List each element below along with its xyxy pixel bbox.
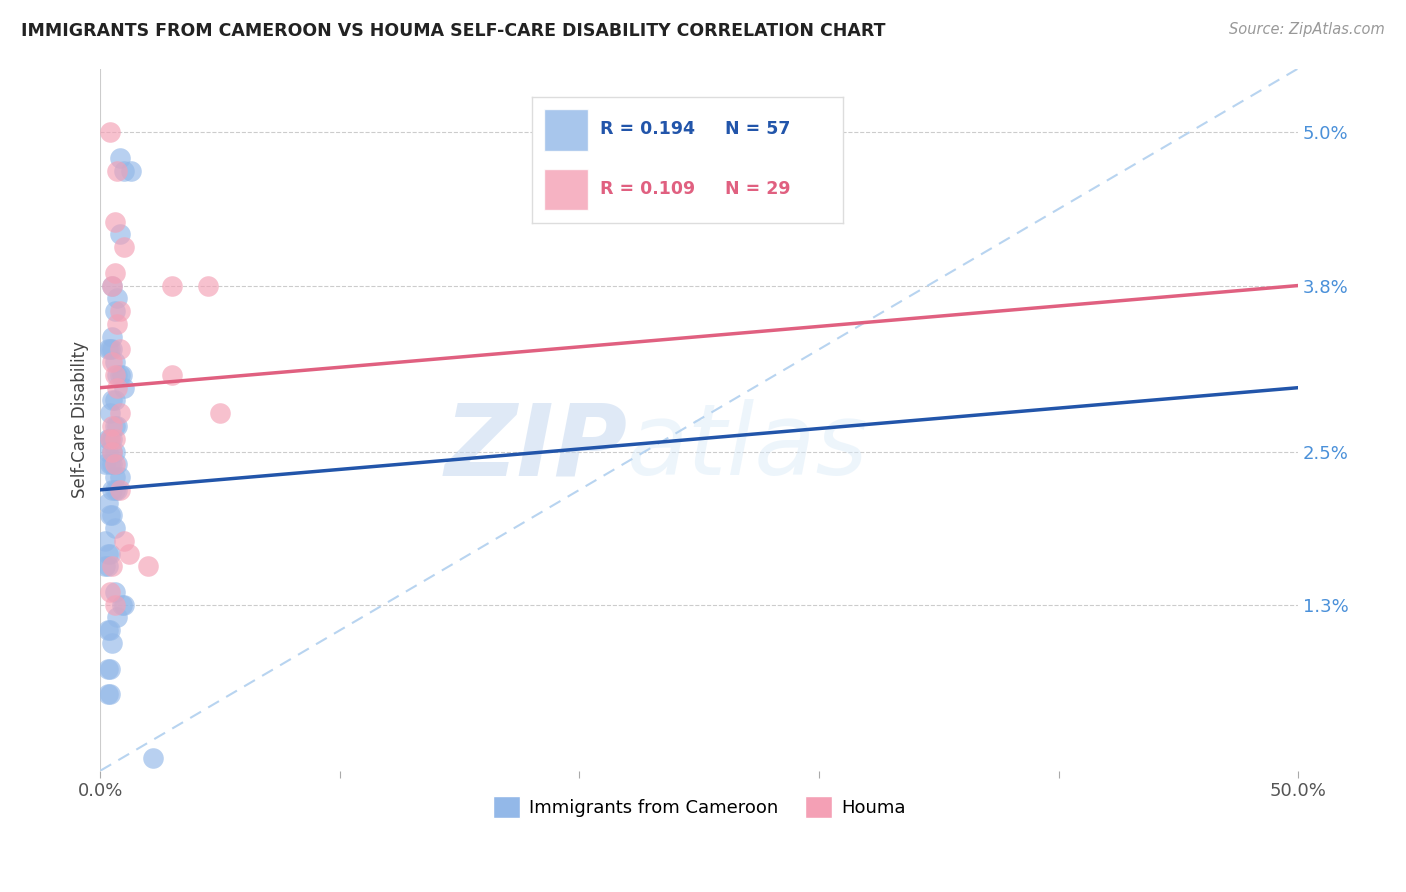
Text: atlas: atlas — [627, 400, 869, 496]
Point — [98, 458, 121, 472]
Point — [104, 266, 127, 280]
Point — [104, 598, 127, 612]
Point — [98, 547, 121, 561]
Point — [112, 598, 135, 612]
Point — [96, 343, 118, 357]
Point — [104, 419, 127, 434]
Point — [101, 483, 124, 497]
Point — [98, 343, 121, 357]
Point — [108, 483, 131, 497]
Point — [101, 508, 124, 523]
Text: Source: ZipAtlas.com: Source: ZipAtlas.com — [1229, 22, 1385, 37]
Point — [209, 406, 232, 420]
Point — [96, 444, 118, 458]
Point — [104, 393, 127, 408]
Point — [101, 278, 124, 293]
Point — [104, 458, 127, 472]
Point — [101, 432, 124, 446]
Point — [104, 368, 127, 382]
Point — [96, 662, 118, 676]
Point — [108, 151, 131, 165]
Point — [98, 432, 121, 446]
Point — [94, 533, 117, 548]
Point — [101, 444, 124, 458]
Point — [112, 381, 135, 395]
Point — [105, 291, 128, 305]
Point — [108, 470, 131, 484]
Legend: Immigrants from Cameroon, Houma: Immigrants from Cameroon, Houma — [485, 789, 912, 825]
Point — [101, 343, 124, 357]
Point — [108, 406, 131, 420]
Y-axis label: Self-Care Disability: Self-Care Disability — [72, 341, 89, 498]
Point — [104, 215, 127, 229]
Point — [98, 125, 121, 139]
Point — [101, 419, 124, 434]
Point — [98, 432, 121, 446]
Point — [197, 278, 219, 293]
Point — [105, 317, 128, 331]
Point — [105, 163, 128, 178]
Point — [105, 368, 128, 382]
Point — [101, 458, 124, 472]
Point — [104, 483, 127, 497]
Point — [105, 381, 128, 395]
Point — [105, 419, 128, 434]
Point — [96, 495, 118, 509]
Point — [98, 508, 121, 523]
Point — [98, 687, 121, 701]
Point — [96, 559, 118, 574]
Point — [108, 343, 131, 357]
Point — [98, 406, 121, 420]
Point — [104, 355, 127, 369]
Point — [98, 585, 121, 599]
Point — [101, 355, 124, 369]
Point — [101, 278, 124, 293]
Point — [101, 329, 124, 343]
Point — [121, 163, 143, 178]
Point — [96, 687, 118, 701]
Point — [101, 393, 124, 408]
Point — [105, 610, 128, 624]
Point — [94, 458, 117, 472]
Text: ZIP: ZIP — [444, 400, 627, 496]
Point — [101, 636, 124, 650]
Point — [104, 470, 127, 484]
Point — [101, 559, 124, 574]
Point — [104, 304, 127, 318]
Point — [142, 751, 165, 765]
Point — [101, 444, 124, 458]
Point — [96, 432, 118, 446]
Point — [160, 278, 183, 293]
Point — [94, 559, 117, 574]
Point — [112, 533, 135, 548]
Point — [108, 368, 131, 382]
Point — [136, 559, 159, 574]
Point — [112, 240, 135, 254]
Point — [98, 662, 121, 676]
Point — [108, 227, 131, 242]
Point — [104, 521, 127, 535]
Point — [112, 163, 135, 178]
Point — [96, 547, 118, 561]
Point — [111, 368, 134, 382]
Point — [118, 547, 141, 561]
Point — [104, 432, 127, 446]
Point — [111, 598, 134, 612]
Point — [105, 483, 128, 497]
Point — [98, 624, 121, 638]
Text: IMMIGRANTS FROM CAMEROON VS HOUMA SELF-CARE DISABILITY CORRELATION CHART: IMMIGRANTS FROM CAMEROON VS HOUMA SELF-C… — [21, 22, 886, 40]
Point — [104, 444, 127, 458]
Point — [104, 585, 127, 599]
Point — [105, 458, 128, 472]
Point — [96, 624, 118, 638]
Point — [160, 368, 183, 382]
Point — [108, 304, 131, 318]
